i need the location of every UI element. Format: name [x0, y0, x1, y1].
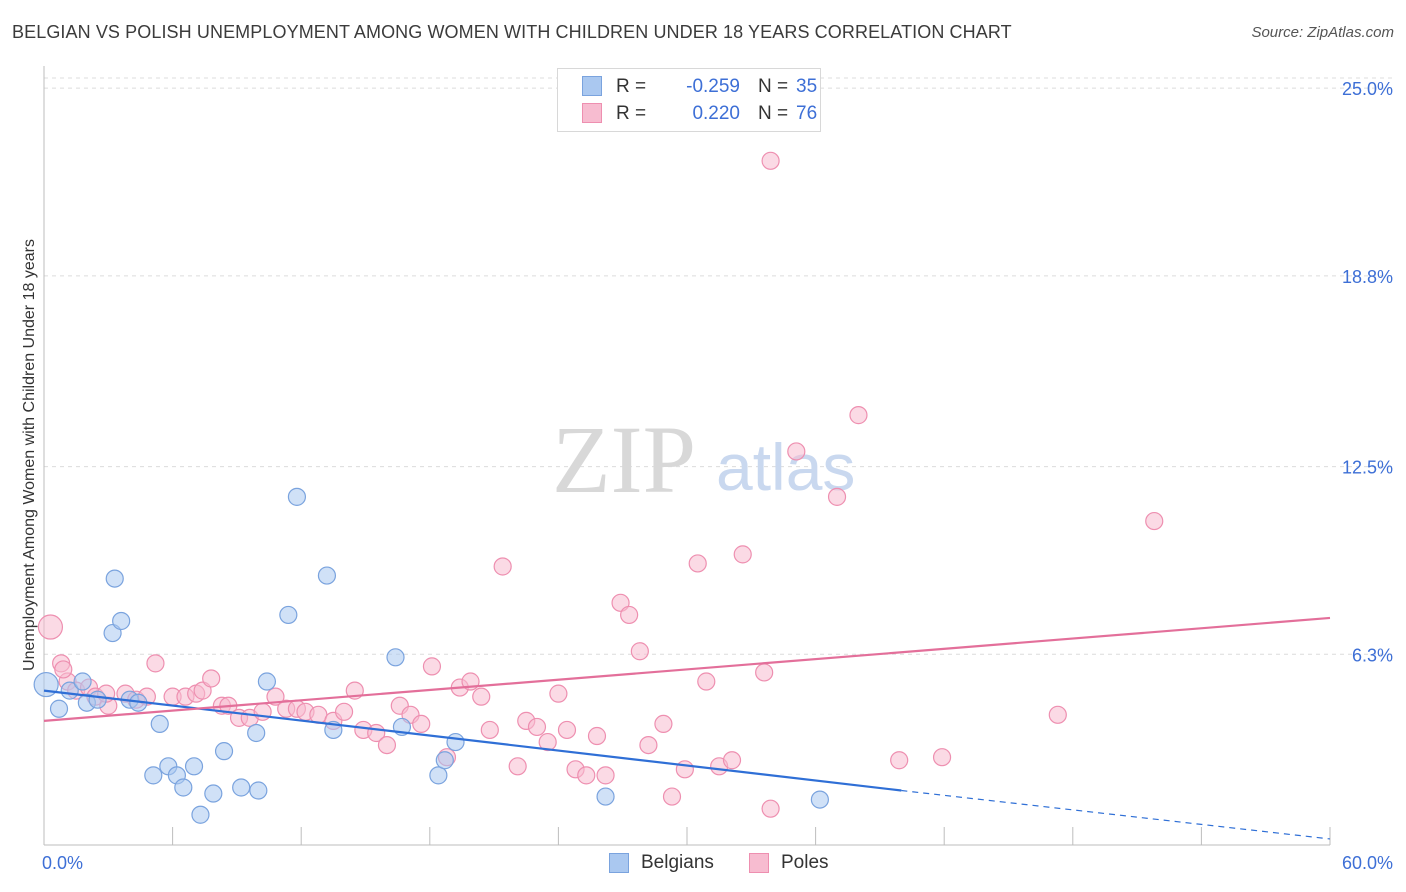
- axes: [43, 66, 1331, 846]
- series-belgians: [33, 487, 829, 824]
- data-point-poles: [480, 720, 499, 740]
- data-point-poles: [54, 660, 73, 679]
- data-point-poles: [827, 487, 847, 506]
- data-point-belgians: [150, 714, 169, 734]
- data-point-belgians: [596, 787, 615, 806]
- data-point-belgians: [810, 790, 829, 809]
- data-point-poles: [508, 757, 527, 776]
- legend-n-label: N =: [758, 76, 789, 97]
- data-point-poles: [146, 654, 165, 673]
- data-point-poles: [412, 714, 431, 734]
- data-point-belgians: [287, 487, 307, 506]
- data-point-poles: [639, 735, 658, 755]
- legend-r-label: R =: [616, 76, 647, 97]
- data-point-belgians: [174, 778, 193, 797]
- data-point-belgians: [386, 648, 405, 667]
- data-point-poles: [654, 714, 673, 734]
- data-point-poles: [1145, 511, 1164, 531]
- data-point-belgians: [204, 784, 223, 803]
- data-point-belgians: [112, 611, 131, 631]
- legend-label-belgians: Belgians: [641, 852, 714, 873]
- data-point-poles: [890, 751, 909, 770]
- legend-n-value: 76: [796, 103, 818, 124]
- gridlines: [44, 77, 1395, 655]
- data-point-poles: [549, 684, 568, 703]
- data-point-poles: [37, 614, 64, 640]
- data-point-belgians: [247, 723, 266, 743]
- data-point-poles: [761, 799, 780, 818]
- data-point-poles: [722, 751, 742, 770]
- legend-r-label: R =: [616, 103, 647, 124]
- data-point-belgians: [33, 671, 59, 698]
- y-tick-label: 18.8%: [1342, 267, 1393, 287]
- data-point-belgians: [191, 805, 210, 824]
- data-point-poles: [422, 657, 442, 676]
- data-point-belgians: [446, 732, 465, 752]
- trend-line-belgians: [43, 689, 902, 792]
- data-point-belgians: [214, 742, 234, 761]
- data-point-belgians: [279, 605, 298, 625]
- data-point-poles: [755, 663, 774, 682]
- data-point-poles: [587, 726, 607, 746]
- watermark: ZIP atlas: [552, 406, 855, 513]
- data-point-belgians: [429, 766, 448, 785]
- legend-swatch-belgians: [609, 853, 629, 873]
- x-tick-label-min: 0.0%: [42, 853, 83, 873]
- legend-swatch-belgians: [582, 76, 602, 96]
- data-point-belgians: [49, 699, 69, 718]
- y-tick-label: 25.0%: [1342, 79, 1393, 99]
- data-point-poles: [675, 760, 694, 779]
- legend-n-label: N =: [758, 103, 789, 124]
- data-point-poles: [538, 732, 557, 752]
- data-point-belgians: [257, 672, 277, 691]
- chart-title: BELGIAN VS POLISH UNEMPLOYMENT AMONG WOM…: [12, 22, 1012, 42]
- y-tick-label: 6.3%: [1352, 645, 1393, 665]
- data-point-belgians: [249, 781, 268, 800]
- data-point-poles: [596, 766, 615, 785]
- x-tick-label-max: 60.0%: [1342, 853, 1393, 873]
- data-point-belgians: [184, 757, 204, 776]
- data-point-poles: [662, 787, 682, 806]
- data-point-belgians: [88, 690, 107, 709]
- data-point-poles: [334, 702, 354, 721]
- data-point-poles: [620, 605, 639, 625]
- source-label: Source: ZipAtlas.com: [1251, 24, 1394, 41]
- legend-label-poles: Poles: [781, 852, 829, 873]
- trend-line-poles: [43, 616, 1331, 722]
- data-point-poles: [493, 557, 512, 576]
- trend-extension-belgians: [901, 789, 1331, 840]
- watermark-zip: ZIP: [552, 406, 696, 513]
- legend-r-value: -0.259: [686, 76, 740, 97]
- data-point-poles: [697, 672, 716, 691]
- data-point-belgians: [105, 569, 124, 588]
- y-tick-label: 12.5%: [1342, 458, 1393, 478]
- data-point-poles: [761, 151, 780, 170]
- correlation-legend: R = -0.259 N = 35 R = 0.220 N = 76: [557, 68, 821, 132]
- data-point-poles: [932, 748, 952, 767]
- data-point-poles: [630, 642, 649, 661]
- legend-swatch-poles: [749, 853, 769, 873]
- data-point-belgians: [232, 778, 251, 797]
- data-point-poles: [202, 669, 221, 688]
- legend-swatch-poles: [582, 103, 602, 123]
- tick-labels: 6.3% 12.5% 18.8% 25.0% 0.0% 60.0%: [42, 79, 1393, 873]
- data-point-belgians: [435, 751, 454, 770]
- data-point-belgians: [144, 766, 163, 785]
- data-point-poles: [849, 406, 868, 425]
- data-point-poles: [557, 720, 577, 740]
- data-point-poles: [733, 545, 752, 564]
- data-point-poles: [787, 442, 806, 461]
- trend-lines: [43, 616, 1331, 840]
- data-point-poles: [577, 766, 596, 785]
- data-point-belgians: [73, 672, 92, 691]
- data-point-belgians: [317, 566, 337, 585]
- data-point-poles: [377, 735, 397, 755]
- legend-r-value: 0.220: [692, 103, 740, 124]
- data-point-poles: [472, 687, 491, 706]
- legend-n-value: 35: [796, 76, 818, 97]
- data-point-poles: [1048, 705, 1067, 724]
- data-point-poles: [527, 717, 547, 737]
- data-point-poles: [688, 554, 707, 573]
